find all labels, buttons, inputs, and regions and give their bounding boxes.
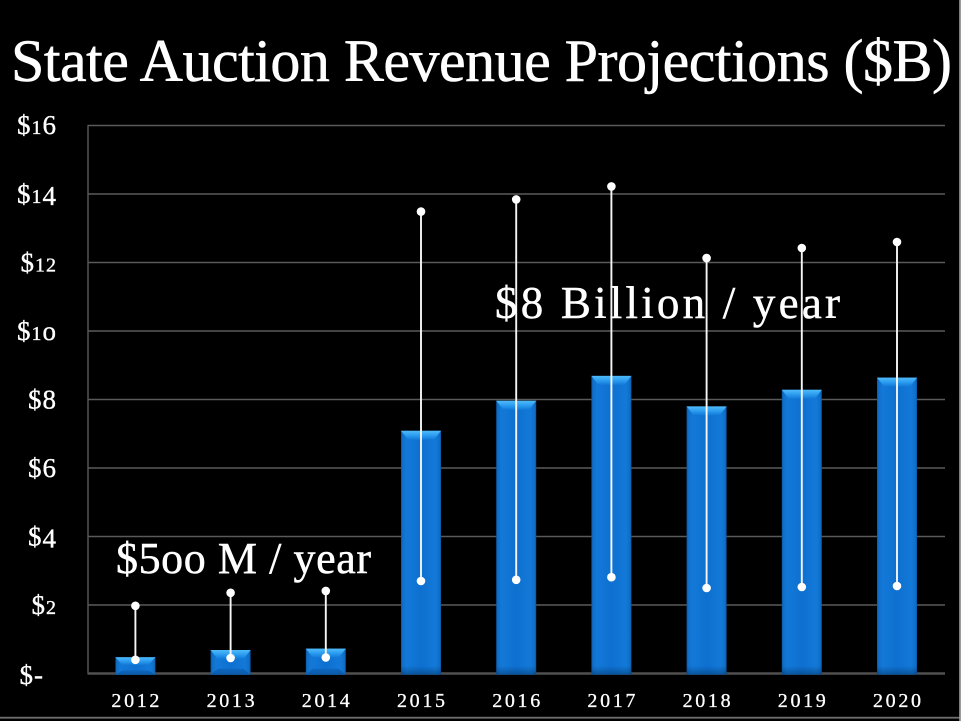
svg-text:$4: $4 — [28, 522, 57, 554]
svg-text:$6: $6 — [28, 453, 57, 483]
svg-text:State Auction Revenue Projecti: State Auction Revenue Projections ($B) — [11, 28, 952, 94]
svg-text:$14: $14 — [17, 179, 57, 211]
svg-text:$8: $8 — [28, 384, 57, 414]
svg-text:$5oo M / year: $5oo M / year — [116, 534, 371, 583]
svg-text:$-: $- — [20, 660, 45, 690]
svg-text:$8 Billion / year: $8 Billion / year — [495, 278, 840, 328]
